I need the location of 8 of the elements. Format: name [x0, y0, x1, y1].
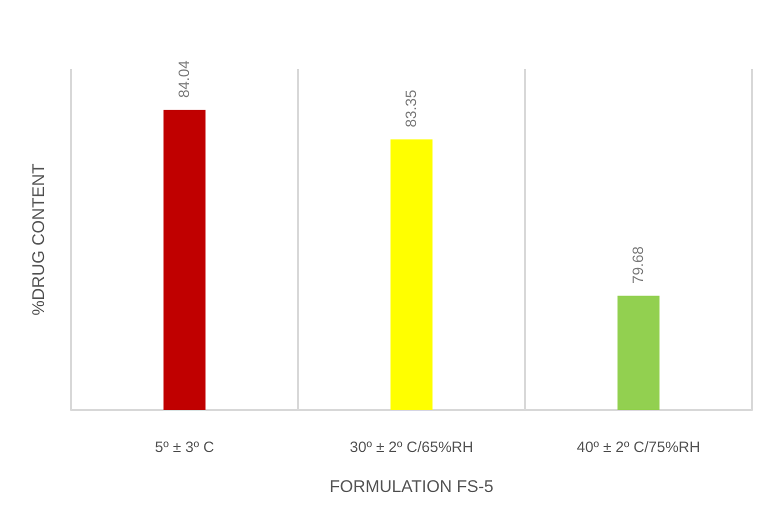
data-label: 84.04	[176, 60, 193, 98]
x-tick-label: 30º ± 2º C/65%RH	[350, 439, 474, 456]
data-label: 83.35	[403, 90, 420, 128]
y-axis-title: %DRUG CONTENT	[29, 163, 48, 316]
data-label: 79.68	[630, 246, 647, 284]
x-axis-title: FORMULATION FS-5	[329, 477, 494, 496]
x-tick-label: 40º ± 2º C/75%RH	[576, 439, 700, 456]
x-tick-label: 5º ± 3º C	[154, 439, 214, 456]
